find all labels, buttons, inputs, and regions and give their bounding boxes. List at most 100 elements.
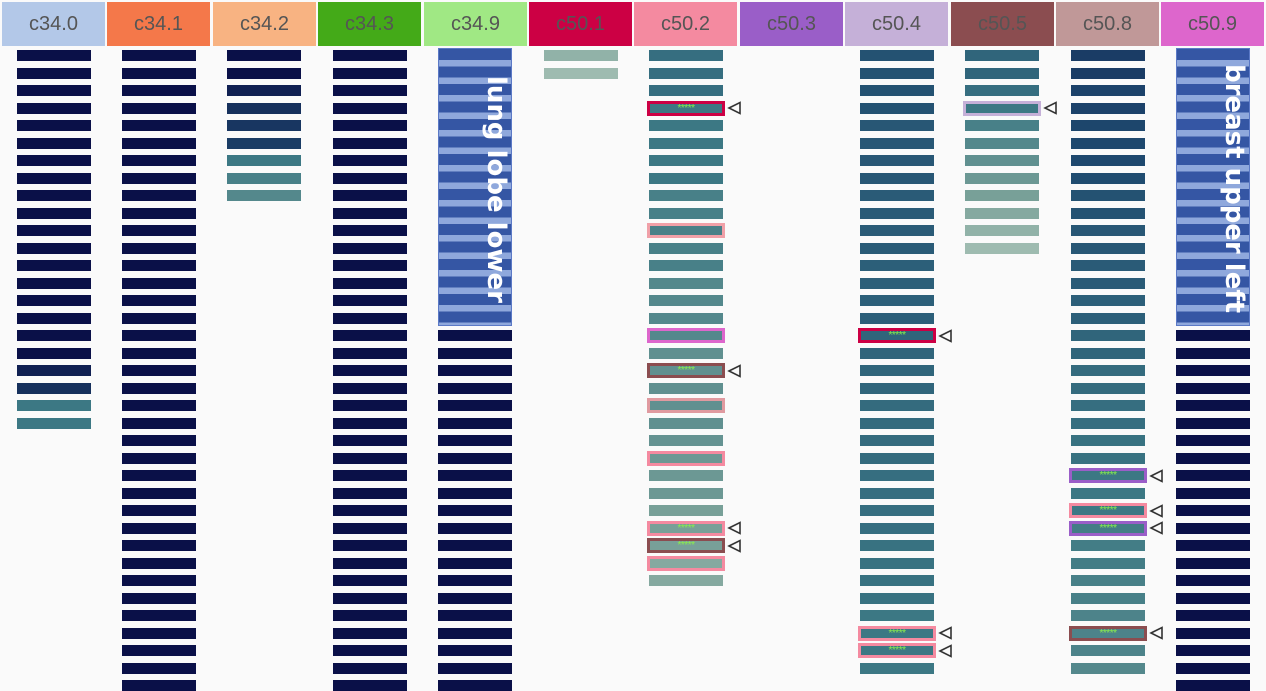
heatmap-cell[interactable] <box>860 575 934 586</box>
heatmap-cell[interactable] <box>1176 575 1250 586</box>
heatmap-cell[interactable] <box>649 243 723 254</box>
highlighted-cell[interactable] <box>647 556 725 571</box>
heatmap-cell[interactable] <box>1071 50 1145 61</box>
heatmap-cell[interactable] <box>1176 348 1250 359</box>
highlighted-cell[interactable]: ***** <box>1069 468 1147 483</box>
heatmap-cell[interactable] <box>333 400 407 411</box>
heatmap-cell[interactable] <box>17 348 91 359</box>
column-header-c50-1[interactable]: c50.1 <box>529 2 632 46</box>
heatmap-cell[interactable] <box>860 138 934 149</box>
heatmap-cell[interactable] <box>227 103 301 114</box>
heatmap-cell[interactable] <box>965 85 1039 96</box>
column-header-c34-0[interactable]: c34.0 <box>2 2 105 46</box>
column-header-c50-8[interactable]: c50.8 <box>1056 2 1159 46</box>
heatmap-cell[interactable] <box>17 365 91 376</box>
highlighted-cell[interactable]: ***** <box>1069 626 1147 641</box>
heatmap-cell[interactable] <box>1071 155 1145 166</box>
heatmap-cell[interactable] <box>1071 68 1145 79</box>
heatmap-cell[interactable] <box>649 278 723 289</box>
heatmap-cell[interactable] <box>122 575 196 586</box>
heatmap-cell[interactable] <box>333 120 407 131</box>
highlighted-cell[interactable]: ***** <box>1069 521 1147 536</box>
column-header-c50-9[interactable]: c50.9 <box>1161 2 1264 46</box>
heatmap-cell[interactable] <box>333 155 407 166</box>
heatmap-cell[interactable] <box>1071 243 1145 254</box>
heatmap-cell[interactable] <box>965 190 1039 201</box>
heatmap-cell[interactable] <box>333 50 407 61</box>
heatmap-cell[interactable] <box>1071 138 1145 149</box>
heatmap-cell[interactable] <box>1071 593 1145 604</box>
heatmap-cell[interactable] <box>333 295 407 306</box>
highlighted-cell[interactable] <box>647 328 725 343</box>
heatmap-cell[interactable] <box>1071 85 1145 96</box>
heatmap-cell[interactable] <box>17 400 91 411</box>
heatmap-cell[interactable] <box>122 295 196 306</box>
heatmap-cell[interactable] <box>333 173 407 184</box>
heatmap-cell[interactable] <box>333 628 407 639</box>
heatmap-cell[interactable] <box>1176 365 1250 376</box>
heatmap-cell[interactable] <box>649 435 723 446</box>
column-header-c50-3[interactable]: c50.3 <box>740 2 843 46</box>
heatmap-cell[interactable] <box>965 120 1039 131</box>
heatmap-cell[interactable] <box>438 505 512 516</box>
heatmap-cell[interactable] <box>1071 173 1145 184</box>
heatmap-cell[interactable] <box>122 435 196 446</box>
heatmap-cell[interactable] <box>122 225 196 236</box>
heatmap-cell[interactable] <box>333 208 407 219</box>
heatmap-cell[interactable] <box>1176 505 1250 516</box>
heatmap-cell[interactable] <box>1176 470 1250 481</box>
heatmap-cell[interactable] <box>649 173 723 184</box>
heatmap-cell[interactable] <box>1071 383 1145 394</box>
heatmap-cell[interactable] <box>1071 453 1145 464</box>
heatmap-cell[interactable] <box>333 313 407 324</box>
heatmap-cell[interactable] <box>965 225 1039 236</box>
heatmap-cell[interactable] <box>333 523 407 534</box>
heatmap-cell[interactable] <box>333 593 407 604</box>
heatmap-cell[interactable] <box>860 558 934 569</box>
heatmap-cell[interactable] <box>1071 190 1145 201</box>
heatmap-cell[interactable] <box>438 540 512 551</box>
heatmap-cell[interactable] <box>333 243 407 254</box>
highlighted-cell[interactable]: ***** <box>647 538 725 553</box>
heatmap-cell[interactable] <box>17 260 91 271</box>
heatmap-cell[interactable] <box>1176 558 1250 569</box>
heatmap-cell[interactable] <box>438 628 512 639</box>
column-header-c34-2[interactable]: c34.2 <box>213 2 316 46</box>
heatmap-cell[interactable] <box>122 383 196 394</box>
heatmap-cell[interactable] <box>122 103 196 114</box>
heatmap-cell[interactable] <box>333 190 407 201</box>
heatmap-cell[interactable] <box>1071 488 1145 499</box>
heatmap-cell[interactable] <box>649 575 723 586</box>
heatmap-cell[interactable] <box>1071 120 1145 131</box>
heatmap-cell[interactable] <box>649 85 723 96</box>
heatmap-cell[interactable] <box>17 330 91 341</box>
heatmap-cell[interactable] <box>17 120 91 131</box>
heatmap-cell[interactable] <box>860 190 934 201</box>
heatmap-cell[interactable] <box>122 593 196 604</box>
heatmap-cell[interactable] <box>544 68 618 79</box>
heatmap-cell[interactable] <box>649 260 723 271</box>
heatmap-cell[interactable] <box>1071 365 1145 376</box>
heatmap-cell[interactable] <box>860 610 934 621</box>
heatmap-cell[interactable] <box>860 593 934 604</box>
heatmap-cell[interactable] <box>122 418 196 429</box>
heatmap-cell[interactable] <box>438 400 512 411</box>
heatmap-cell[interactable] <box>122 330 196 341</box>
heatmap-cell[interactable] <box>1071 558 1145 569</box>
heatmap-cell[interactable] <box>122 278 196 289</box>
heatmap-cell[interactable] <box>965 138 1039 149</box>
heatmap-cell[interactable] <box>227 173 301 184</box>
heatmap-cell[interactable] <box>1176 453 1250 464</box>
heatmap-cell[interactable] <box>227 68 301 79</box>
heatmap-cell[interactable] <box>1071 313 1145 324</box>
highlighted-cell[interactable]: ***** <box>858 626 936 641</box>
heatmap-cell[interactable] <box>649 208 723 219</box>
heatmap-cell[interactable] <box>122 540 196 551</box>
heatmap-cell[interactable] <box>17 418 91 429</box>
heatmap-cell[interactable] <box>17 173 91 184</box>
heatmap-cell[interactable] <box>860 488 934 499</box>
heatmap-cell[interactable] <box>122 138 196 149</box>
heatmap-cell[interactable] <box>227 155 301 166</box>
heatmap-cell[interactable] <box>333 365 407 376</box>
heatmap-cell[interactable] <box>333 68 407 79</box>
